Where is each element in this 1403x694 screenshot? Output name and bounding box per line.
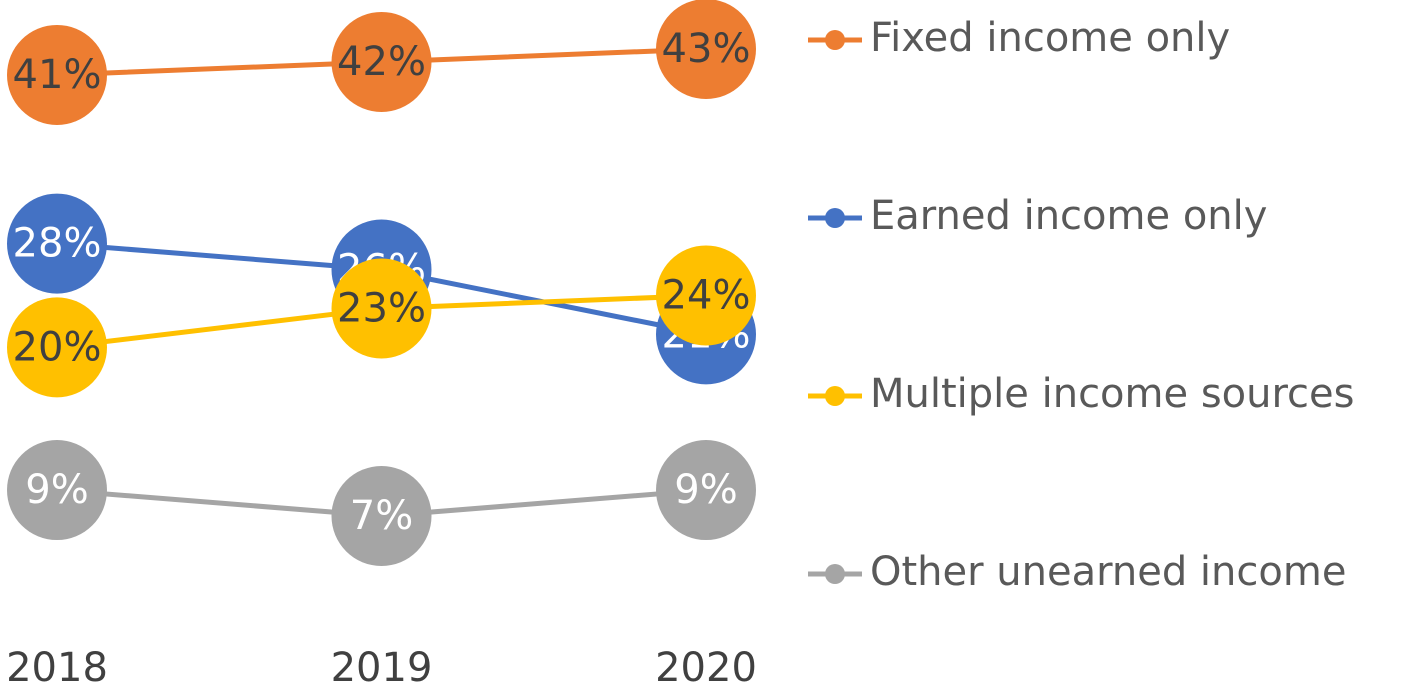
data-label: 9%: [25, 467, 88, 513]
data-point: [331, 11, 432, 112]
x-tick-label: 2020: [655, 645, 757, 691]
data-label: 20%: [13, 324, 102, 370]
data-label: 9%: [674, 467, 737, 513]
legend-label: Earned income only: [870, 193, 1267, 239]
data-label: 41%: [13, 52, 102, 98]
data-point: [656, 440, 756, 541]
data-point: [7, 193, 107, 294]
x-tick-label: 2019: [331, 645, 433, 691]
data-label: 24%: [662, 272, 751, 318]
data-label: 28%: [13, 221, 102, 267]
legend-marker: [825, 30, 845, 50]
legend-label: Fixed income only: [870, 15, 1230, 61]
data-point: [7, 440, 107, 541]
data-point: [331, 258, 432, 359]
data-label: 23%: [337, 285, 426, 331]
x-tick-label: 2018: [6, 645, 108, 691]
data-label: 43%: [662, 26, 751, 72]
data-point: [7, 297, 107, 398]
data-point: [656, 0, 756, 99]
data-point: [656, 245, 756, 346]
legend-label: Other unearned income: [870, 549, 1346, 595]
legend-marker: [825, 208, 845, 228]
legend-marker: [825, 386, 845, 406]
data-point: [331, 466, 432, 566]
data-point: [7, 24, 107, 125]
data-label: 7%: [350, 493, 413, 539]
data-label: 42%: [337, 39, 426, 85]
legend-marker: [825, 564, 845, 584]
legend-label: Multiple income sources: [870, 371, 1355, 417]
